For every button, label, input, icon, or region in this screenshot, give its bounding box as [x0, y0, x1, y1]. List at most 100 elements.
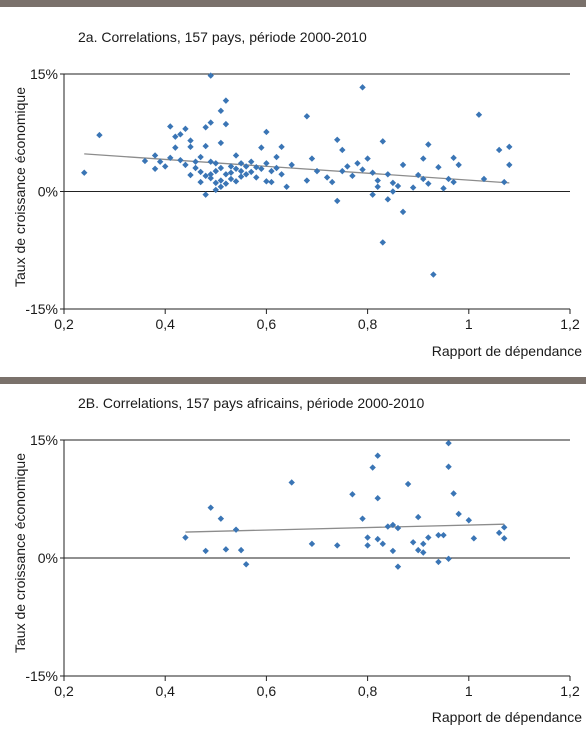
data-point [217, 177, 225, 184]
data-point [308, 155, 316, 162]
data-point [283, 183, 290, 190]
data-point [263, 128, 270, 136]
x-axis-label: Rapport de dépendance [432, 709, 582, 725]
data-point [217, 164, 225, 172]
data-point [394, 524, 402, 532]
data-point [212, 179, 219, 187]
data-point [217, 107, 225, 115]
y-tick-label: 0% [38, 550, 58, 566]
data-point [440, 531, 447, 539]
data-point [334, 542, 341, 549]
x-tick-label: 1 [465, 683, 473, 699]
data-point [379, 540, 386, 548]
data-point [222, 97, 230, 104]
data-point [212, 186, 219, 194]
x-tick-label: 0,6 [257, 316, 277, 332]
data-point [344, 163, 351, 170]
data-point [202, 172, 209, 180]
x-tick-label: 1 [465, 316, 473, 332]
data-point [339, 146, 346, 154]
data-point [364, 155, 371, 162]
data-point [384, 171, 392, 178]
data-point [334, 197, 341, 205]
data-point [435, 531, 442, 539]
data-point [187, 143, 194, 151]
data-point [384, 196, 392, 203]
data-point [450, 490, 457, 497]
data-point [237, 167, 245, 175]
y-tick-label: 0% [38, 184, 58, 200]
data-point [172, 133, 179, 140]
data-point [455, 510, 462, 518]
data-point [207, 171, 214, 178]
data-point [227, 175, 235, 183]
data-point [445, 439, 452, 447]
data-point [81, 169, 88, 176]
data-point [389, 521, 397, 529]
data-point [278, 171, 285, 178]
data-point [475, 111, 483, 118]
data-point [207, 119, 214, 126]
data-point [151, 152, 159, 159]
x-tick-label: 1,2 [560, 316, 580, 332]
top-divider-bar [0, 0, 586, 7]
data-point [445, 463, 452, 470]
data-point [359, 166, 366, 173]
y-tick-label: 15% [30, 66, 58, 82]
data-point [394, 563, 402, 570]
data-point [369, 464, 376, 471]
data-point [278, 143, 285, 151]
data-point [303, 177, 311, 184]
chart-panel-2a: 2a. Correlations, 157 pays, période 2000… [12, 29, 582, 359]
data-point [415, 513, 422, 521]
data-point [237, 546, 245, 554]
data-point [207, 158, 214, 165]
y-axis-label: Taux de croissance économique [12, 87, 28, 287]
data-point [389, 188, 397, 195]
chart-panel-2b: 2B. Correlations, 157 pays africains, pé… [12, 395, 582, 725]
data-point [369, 169, 376, 176]
data-point [359, 84, 366, 91]
data-point [227, 163, 235, 170]
data-point [420, 540, 427, 548]
data-point [425, 141, 432, 148]
x-tick-label: 0,4 [155, 683, 175, 699]
data-point [151, 165, 159, 172]
data-point [369, 191, 376, 198]
data-point [435, 558, 442, 566]
data-point [187, 137, 194, 144]
data-point [192, 158, 199, 165]
data-point [268, 178, 275, 186]
data-point [415, 546, 422, 554]
data-point [384, 523, 392, 530]
data-point [506, 161, 513, 169]
data-point [258, 165, 265, 172]
data-point [217, 139, 225, 147]
data-point [202, 191, 209, 198]
chart-title: 2a. Correlations, 157 pays, période 2000… [78, 29, 367, 45]
data-point [364, 534, 371, 541]
x-tick-label: 1,2 [560, 683, 580, 699]
data-point [207, 72, 214, 79]
trend-line [185, 523, 505, 533]
data-point [222, 120, 230, 128]
data-point [207, 174, 214, 182]
data-point [495, 529, 503, 537]
data-point [273, 153, 280, 161]
data-point [96, 131, 103, 139]
data-point [501, 178, 508, 186]
data-point [268, 167, 275, 175]
data-point [435, 164, 442, 171]
data-point [506, 143, 513, 151]
data-point [409, 184, 417, 191]
data-point [172, 144, 179, 151]
data-point [263, 178, 270, 185]
data-point [227, 169, 235, 176]
data-point [328, 178, 336, 186]
data-point [182, 534, 189, 541]
data-point [308, 540, 316, 548]
data-point [167, 154, 174, 162]
data-point [339, 167, 346, 175]
x-tick-label: 0,8 [358, 316, 378, 332]
